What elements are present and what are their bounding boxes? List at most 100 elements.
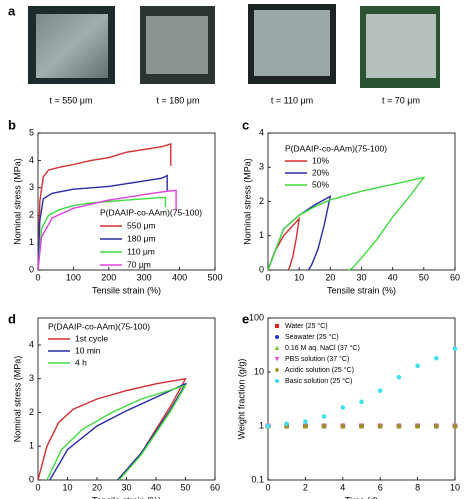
x-axis-label: Time (d) xyxy=(345,495,378,499)
panel-label: c xyxy=(242,117,249,132)
legend-title: P(DAAIP-co-AAm)(75-100) xyxy=(285,143,387,153)
marker xyxy=(340,423,346,429)
legend-label: Acidic solution (25 °C) xyxy=(285,366,354,374)
panel-label: b xyxy=(8,117,16,132)
y-axis-label: Nominal stress (MPa) xyxy=(242,158,252,245)
x-tick-label: 10 xyxy=(450,482,460,492)
marker xyxy=(358,423,365,429)
plot-frame xyxy=(37,132,216,271)
marker xyxy=(452,423,458,429)
marker xyxy=(321,414,327,419)
x-tick-label: 400 xyxy=(172,272,187,282)
x-tick-label: 0 xyxy=(265,272,270,282)
legend-label: 4 h xyxy=(75,357,87,367)
x-tick-label: 30 xyxy=(121,482,131,492)
x-tick-label: 500 xyxy=(207,272,222,282)
panel-label: e xyxy=(242,311,249,326)
marker xyxy=(340,405,346,410)
y-tick-label: 1 xyxy=(259,420,264,430)
x-tick-label: 6 xyxy=(378,482,383,492)
film xyxy=(366,14,436,78)
legend-label: PBS solution (37 °C) xyxy=(285,355,349,363)
x-axis-label: Tensile strain (%) xyxy=(327,285,396,295)
legend-swatch xyxy=(275,379,279,383)
panel-label: a xyxy=(8,3,16,18)
series-line xyxy=(46,384,188,481)
x-tick-label: 60 xyxy=(450,272,460,282)
marker xyxy=(377,423,383,429)
y-tick-label: 2 xyxy=(29,407,34,417)
marker xyxy=(415,423,421,429)
x-tick-label: 50 xyxy=(180,482,190,492)
y-tick-label: 3 xyxy=(259,162,264,172)
legend-label: 10 min xyxy=(75,345,101,355)
y-tick-label: 3 xyxy=(29,373,34,383)
y-tick-label: 1 xyxy=(29,237,34,247)
y-axis-label: Nominal stress (MPa) xyxy=(12,158,22,245)
y-tick-label: 4 xyxy=(29,339,34,349)
legend-swatch xyxy=(274,345,280,350)
y-tick-label: 2 xyxy=(29,210,34,220)
x-tick-label: 40 xyxy=(388,272,398,282)
y-axis-label: Weight fraction (g/g) xyxy=(236,359,246,440)
legend-label: 70 μm xyxy=(127,259,151,269)
series-line xyxy=(49,382,188,481)
x-tick-label: 0 xyxy=(265,482,270,492)
legend-swatch xyxy=(275,324,279,328)
marker xyxy=(415,363,420,369)
legend-label: 50% xyxy=(312,179,329,189)
legend-title: P(DAAIP-co-AAm)(75-100) xyxy=(48,321,150,331)
x-tick-label: 20 xyxy=(92,482,102,492)
legend-label: 1st cycle xyxy=(75,333,108,343)
legend-label: 0.16 M aq. NaCl (37 °C) xyxy=(285,344,360,352)
film xyxy=(254,10,330,76)
x-tick-label: 2 xyxy=(303,482,308,492)
x-tick-label: 100 xyxy=(66,272,81,282)
x-tick-label: 50 xyxy=(419,272,429,282)
y-tick-label: 2 xyxy=(259,196,264,206)
y-axis-label: Nominal stress (MPa) xyxy=(12,356,22,443)
x-tick-label: 300 xyxy=(137,272,152,282)
y-tick-label: 3 xyxy=(29,182,34,192)
legend-label: 20% xyxy=(312,167,329,177)
x-tick-label: 0 xyxy=(35,272,40,282)
marker xyxy=(396,423,402,429)
y-tick-label: 0 xyxy=(259,264,264,274)
marker xyxy=(434,355,439,361)
marker xyxy=(303,419,308,425)
series-line xyxy=(37,189,177,271)
legend-swatch xyxy=(275,335,279,339)
x-tick-label: 60 xyxy=(210,482,220,492)
x-axis-label: Tensile strain (%) xyxy=(92,285,161,295)
marker xyxy=(377,388,383,394)
panel-label: d xyxy=(8,311,16,326)
marker xyxy=(452,346,458,352)
marker xyxy=(359,399,364,405)
legend-label: Water (25 °C) xyxy=(285,322,328,330)
legend-title: P(DAAIP-co-AAm)(75-100) xyxy=(100,207,202,217)
photo-caption: t = 180 μm xyxy=(157,95,200,105)
x-tick-label: 4 xyxy=(340,482,345,492)
legend-swatch xyxy=(274,357,280,362)
y-tick-label: 0 xyxy=(29,264,34,274)
legend-label: Seawater (25 °C) xyxy=(285,333,339,341)
y-tick-label: 10 xyxy=(254,366,264,376)
x-tick-label: 40 xyxy=(151,482,161,492)
x-tick-label: 10 xyxy=(294,272,304,282)
legend-label: 550 μm xyxy=(127,220,156,230)
photo-caption: t = 110 μm xyxy=(271,95,313,105)
x-tick-label: 0 xyxy=(35,482,40,492)
film xyxy=(36,14,108,78)
y-tick-label: 5 xyxy=(29,127,34,137)
x-tick-label: 20 xyxy=(325,272,335,282)
x-tick-label: 10 xyxy=(62,482,72,492)
x-axis-label: Tensile strain (%) xyxy=(92,495,161,499)
marker xyxy=(302,423,308,429)
film xyxy=(146,16,208,74)
x-tick-label: 8 xyxy=(415,482,420,492)
y-tick-label: 1 xyxy=(259,230,264,240)
series-line xyxy=(37,143,172,271)
legend-swatch xyxy=(274,367,280,373)
photos xyxy=(28,4,440,88)
